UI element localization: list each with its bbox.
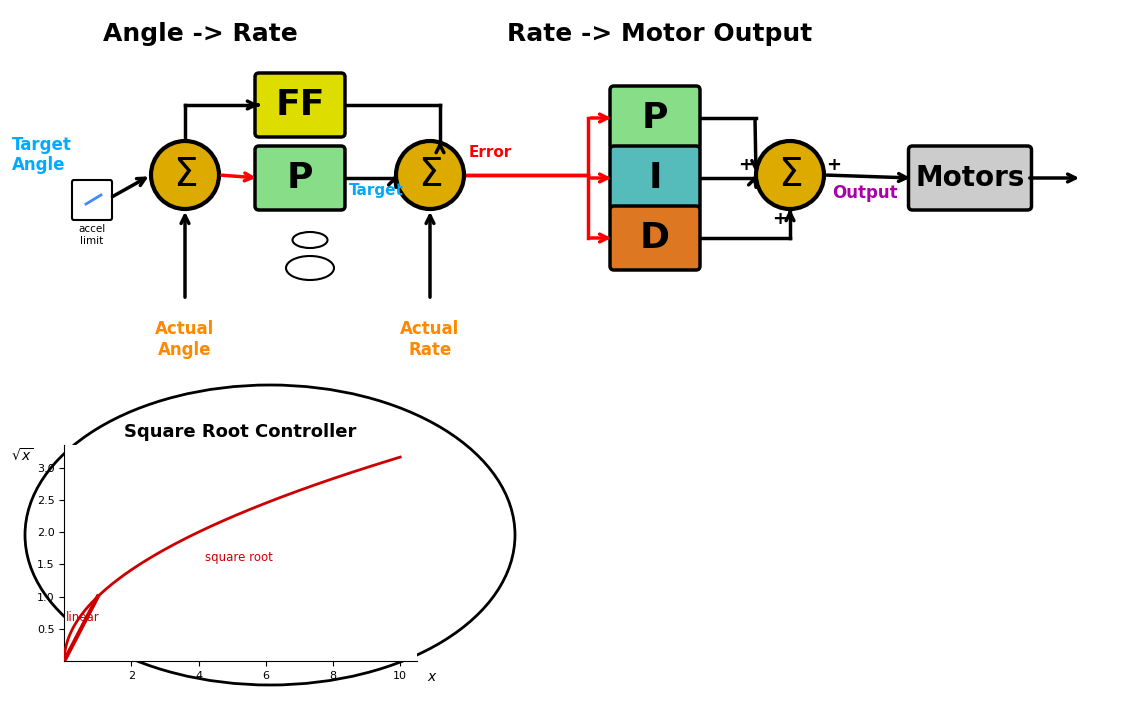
FancyBboxPatch shape [909, 146, 1031, 210]
FancyBboxPatch shape [610, 206, 700, 270]
Text: Target: Target [349, 183, 404, 197]
Text: D: D [640, 221, 670, 255]
Ellipse shape [286, 256, 334, 280]
Text: P: P [642, 101, 669, 135]
Text: Rate -> Motor Output: Rate -> Motor Output [507, 22, 812, 46]
Text: accel
limit: accel limit [79, 224, 105, 246]
Circle shape [756, 141, 824, 209]
Text: linear: linear [66, 611, 100, 624]
Text: Error: Error [469, 145, 513, 160]
Text: Target
Angle: Target Angle [12, 135, 72, 174]
Circle shape [396, 141, 465, 209]
Text: Actual
Angle: Actual Angle [155, 320, 214, 359]
Y-axis label: $\sqrt{x}$: $\sqrt{x}$ [10, 447, 34, 464]
Title: Square Root Controller: Square Root Controller [125, 423, 357, 441]
Text: Output: Output [833, 184, 898, 202]
FancyBboxPatch shape [610, 146, 700, 210]
Text: $\Sigma$: $\Sigma$ [778, 156, 802, 194]
Text: +: + [738, 156, 754, 174]
Text: +: + [827, 156, 842, 174]
Text: $\Sigma$: $\Sigma$ [173, 156, 197, 194]
Text: I: I [649, 161, 662, 195]
Circle shape [151, 141, 219, 209]
Text: square root: square root [205, 551, 273, 564]
Ellipse shape [293, 232, 328, 248]
FancyBboxPatch shape [255, 146, 344, 210]
FancyBboxPatch shape [610, 86, 700, 150]
Text: $\Sigma$: $\Sigma$ [417, 156, 442, 194]
X-axis label: x: x [427, 670, 435, 684]
FancyBboxPatch shape [72, 180, 112, 220]
Ellipse shape [25, 385, 515, 685]
Text: FF: FF [275, 88, 324, 122]
Text: Angle -> Rate: Angle -> Rate [102, 22, 297, 46]
Text: Actual
Rate: Actual Rate [401, 320, 460, 359]
Text: Motors: Motors [916, 164, 1024, 192]
Text: +: + [773, 210, 788, 228]
FancyBboxPatch shape [255, 73, 344, 137]
Text: P: P [287, 161, 313, 195]
